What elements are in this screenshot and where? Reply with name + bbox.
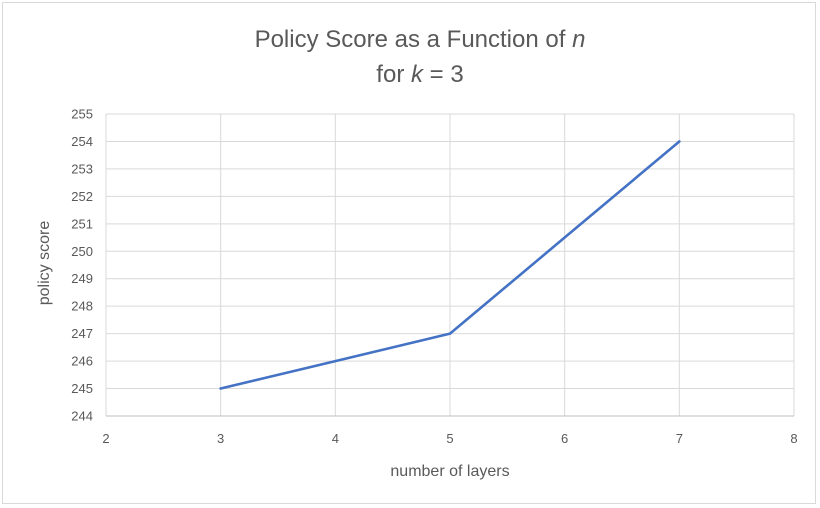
x-tick-label: 2 xyxy=(102,431,109,446)
gridlines xyxy=(105,113,795,416)
y-tick-label: 247 xyxy=(71,326,93,341)
chart-title-line2: for k = 3 xyxy=(376,61,463,88)
data-point xyxy=(678,140,681,143)
chart-title-line1: Policy Score as a Function of n xyxy=(255,26,586,53)
y-tick-label: 248 xyxy=(71,299,93,314)
y-tick-label: 251 xyxy=(71,216,93,231)
y-tick-label: 244 xyxy=(71,409,93,424)
x-tick-label: 7 xyxy=(676,431,683,446)
y-tick-label: 252 xyxy=(71,189,93,204)
data-point xyxy=(219,387,222,390)
x-tick-label: 5 xyxy=(446,431,453,446)
x-tick-label: 6 xyxy=(561,431,568,446)
x-tick-label: 3 xyxy=(217,431,224,446)
data-point xyxy=(448,332,452,335)
y-tick-label: 245 xyxy=(71,381,93,396)
y-axis-ticks: 244 245 246 247 248 249 250 251 252 253 254 255 xyxy=(71,107,93,424)
y-tick-label: 249 xyxy=(71,271,93,286)
x-tick-label: 8 xyxy=(790,431,797,446)
x-axis-ticks: 2 3 4 5 6 7 8 xyxy=(102,431,797,446)
y-tick-label: 255 xyxy=(71,107,93,122)
data-point xyxy=(334,359,337,363)
y-tick-label: 253 xyxy=(71,161,93,176)
y-tick-label: 250 xyxy=(71,244,93,259)
x-tick-label: 4 xyxy=(332,431,339,446)
y-axis-label: policy score xyxy=(36,221,53,306)
data-point xyxy=(563,236,566,239)
series-layer xyxy=(219,140,681,390)
y-tick-label: 254 xyxy=(71,134,93,149)
y-tick-label: 246 xyxy=(71,354,93,369)
x-axis-label: number of layers xyxy=(390,463,509,480)
